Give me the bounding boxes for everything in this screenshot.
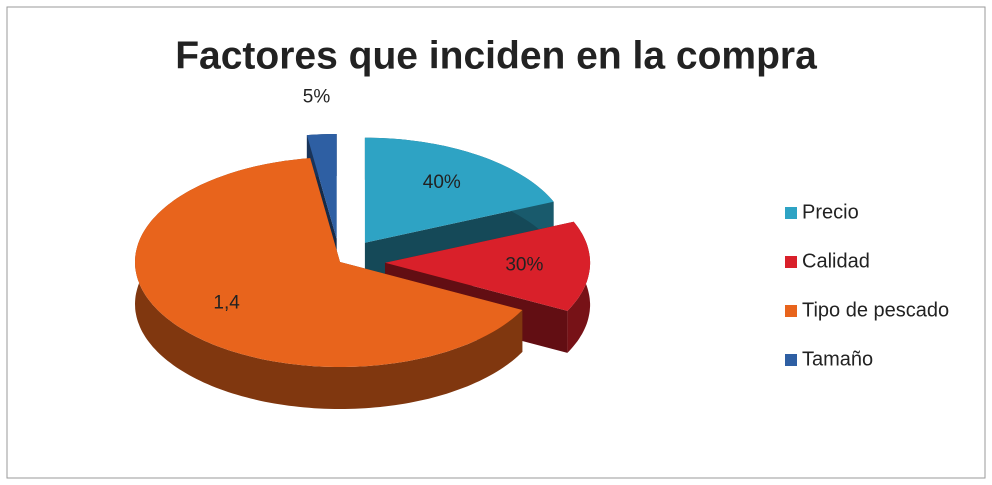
slice-top (364, 137, 554, 243)
slice-top (135, 158, 523, 367)
slice-top (385, 221, 591, 311)
legend-label: Tipo de pescado (802, 299, 949, 321)
data-label: 5% (303, 87, 331, 108)
legend-swatch (785, 207, 797, 219)
data-label: 1,4 (213, 293, 240, 314)
data-label: 30% (505, 254, 543, 275)
data-label: 40% (423, 172, 461, 193)
slice-top (306, 134, 337, 239)
chart-title: Factores que inciden en la compra (175, 34, 817, 77)
legend-swatch (785, 305, 797, 317)
legend-swatch (785, 354, 797, 366)
legend-label: Precio (802, 201, 859, 223)
pie-slice (135, 158, 523, 409)
legend-label: Tamaño (802, 348, 873, 370)
legend-label: Calidad (802, 250, 870, 272)
legend-swatch (785, 256, 797, 268)
